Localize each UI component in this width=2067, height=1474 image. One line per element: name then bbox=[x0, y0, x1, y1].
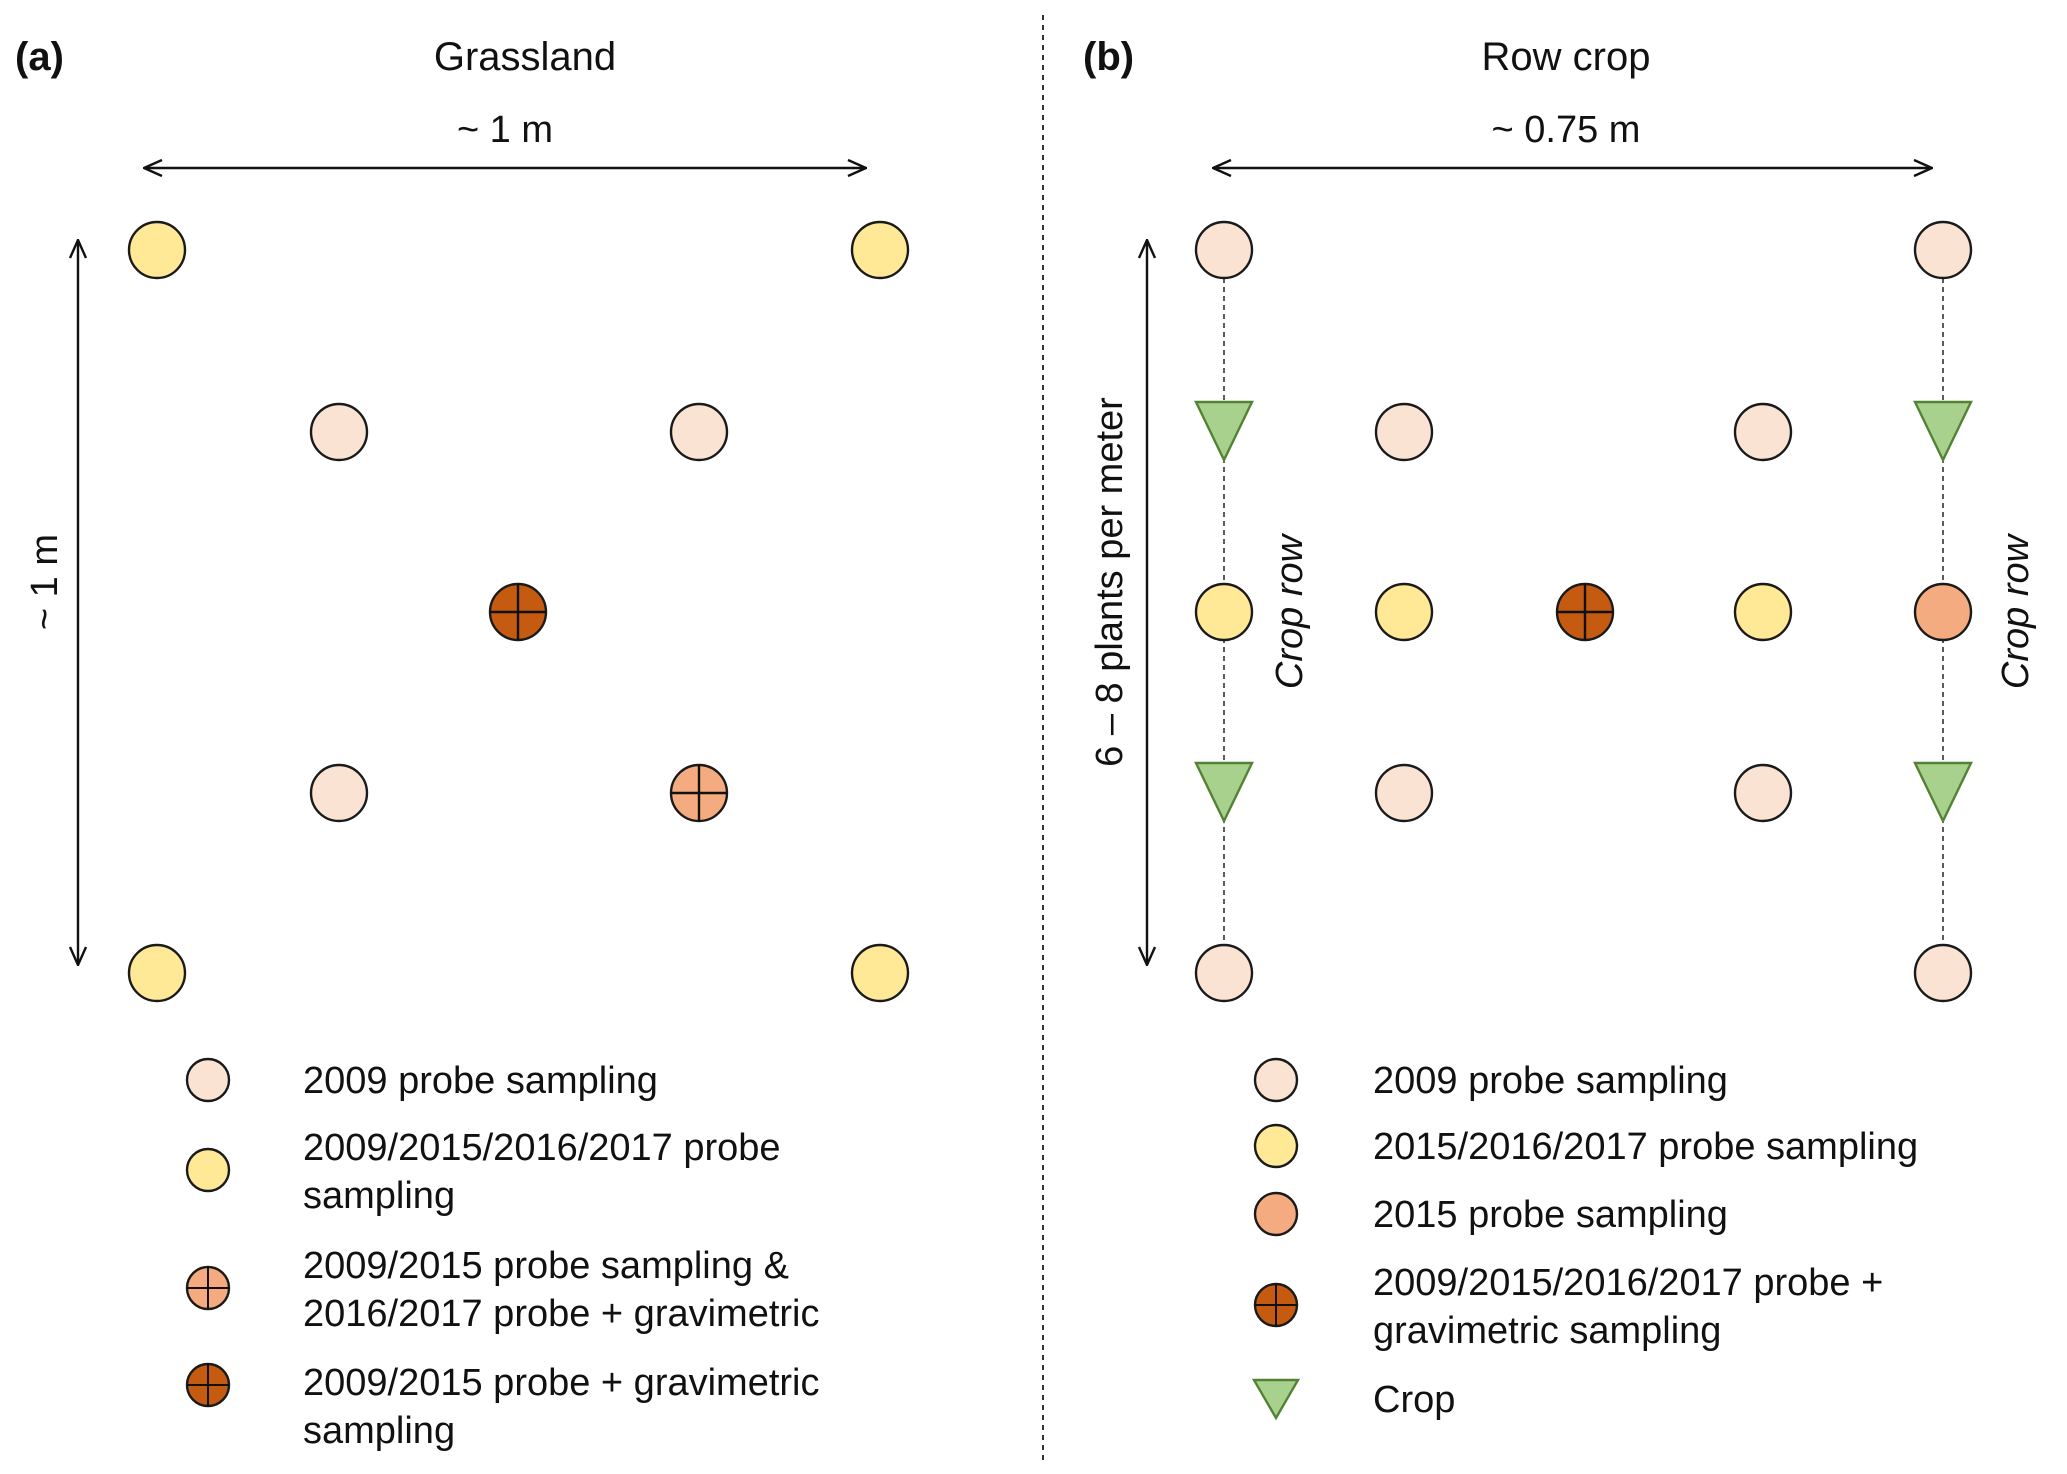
crop-plant-triangle bbox=[1194, 400, 1254, 463]
legend-green-triangle-icon bbox=[1251, 1378, 1301, 1421]
panel-b-height-label: 6 – 8 plants per meter bbox=[1089, 397, 1131, 767]
dark-cross-sample-point bbox=[1555, 582, 1615, 642]
light-sample-point bbox=[1913, 220, 1973, 280]
light-sample-point bbox=[1194, 943, 1254, 1003]
panel-b-width-label: ~ 0.75 m bbox=[1492, 109, 1641, 151]
legend-yellow-circle-icon bbox=[185, 1147, 231, 1193]
crop-plant-triangle bbox=[1194, 761, 1254, 824]
yellow-sample-point bbox=[850, 943, 910, 1003]
legend-yellow-circle-icon bbox=[1253, 1123, 1299, 1169]
legend-salmon-circle-icon bbox=[1253, 1191, 1299, 1237]
legend-light-circle-icon bbox=[1253, 1057, 1299, 1103]
legend-item-label: 2009 probe sampling bbox=[1373, 1060, 1728, 1102]
legend-item-label: Crop bbox=[1373, 1379, 1455, 1421]
panel-a-title: Grassland bbox=[434, 35, 616, 79]
legend-item-label: 2009 probe sampling bbox=[303, 1060, 658, 1102]
crop-plant-triangle bbox=[1913, 400, 1973, 463]
salmon-cross-sample-point bbox=[669, 763, 729, 823]
legend-item-label: 2009/2015/2016/2017 probe + bbox=[1373, 1262, 1883, 1304]
legend-salmon-cross-circle-icon bbox=[185, 1265, 231, 1311]
light-sample-point bbox=[1913, 943, 1973, 1003]
legend-item-label: 2009/2015 probe + gravimetric bbox=[303, 1362, 820, 1404]
panel-a-width-label: ~ 1 m bbox=[457, 109, 553, 151]
panel-a-legend: 2009 probe sampling 2009/2015/2016/2017 … bbox=[185, 1057, 820, 1452]
panel-a-height-label: ~ 1 m bbox=[24, 534, 66, 630]
legend-item-label: 2015/2016/2017 probe sampling bbox=[1373, 1126, 1918, 1168]
light-sample-point bbox=[1194, 220, 1254, 280]
crop-row-label-right: Crop row bbox=[1995, 532, 2037, 689]
legend-item-label: 2009/2015 probe sampling & bbox=[303, 1245, 789, 1287]
legend-item-label: sampling bbox=[303, 1410, 455, 1452]
light-sample-point bbox=[1374, 763, 1434, 823]
crop-plant-triangle bbox=[1913, 761, 1973, 824]
light-sample-point bbox=[309, 763, 369, 823]
yellow-sample-point bbox=[1194, 582, 1254, 642]
yellow-sample-point bbox=[1733, 582, 1793, 642]
salmon-sample-point bbox=[1913, 582, 1973, 642]
legend-item-label: sampling bbox=[303, 1175, 455, 1217]
yellow-sample-point bbox=[850, 220, 910, 280]
panel-b-title: Row crop bbox=[1482, 35, 1651, 79]
panel-b-label: (b) bbox=[1083, 35, 1134, 79]
panel-a-label: (a) bbox=[15, 35, 64, 79]
legend-dark-cross-circle-icon bbox=[1253, 1282, 1299, 1328]
panel-b: (b) Row crop ~ 0.75 m 6 – 8 plants per m… bbox=[1083, 35, 2037, 1421]
light-sample-point bbox=[1374, 402, 1434, 462]
panel-b-legend: 2009 probe sampling 2015/2016/2017 probe… bbox=[1251, 1057, 1918, 1421]
legend-item-label: 2009/2015/2016/2017 probe bbox=[303, 1127, 781, 1169]
dark-cross-sample-point bbox=[488, 582, 548, 642]
yellow-sample-point bbox=[127, 943, 187, 1003]
light-sample-point bbox=[309, 402, 369, 462]
yellow-sample-point bbox=[127, 220, 187, 280]
light-sample-point bbox=[669, 402, 729, 462]
light-sample-point bbox=[1733, 402, 1793, 462]
light-sample-point bbox=[1733, 763, 1793, 823]
legend-dark-cross-circle-icon bbox=[185, 1362, 231, 1408]
legend-item-label: gravimetric sampling bbox=[1373, 1310, 1721, 1352]
legend-light-circle-icon bbox=[185, 1057, 231, 1103]
yellow-sample-point bbox=[1374, 582, 1434, 642]
legend-item-label: 2016/2017 probe + gravimetric bbox=[303, 1293, 820, 1335]
legend-item-label: 2015 probe sampling bbox=[1373, 1194, 1728, 1236]
crop-row-label-left: Crop row bbox=[1269, 532, 1311, 689]
panel-a: (a) Grassland ~ 1 m ~ 1 m 2009 probe bbox=[15, 35, 910, 1452]
